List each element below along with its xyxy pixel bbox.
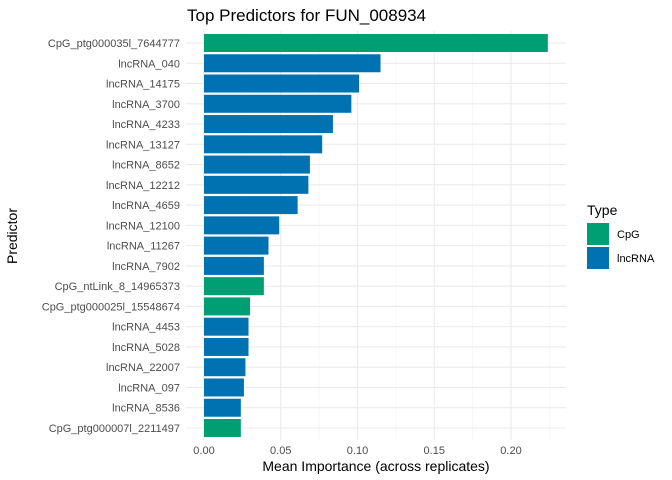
legend: Type CpG lncRNA (587, 202, 655, 269)
y-tick-label: lncRNA_4233 (112, 119, 180, 131)
y-tick-labels: CpG_ptg000035l_7644777 lncRNA_040 lncRNA_1… (42, 38, 180, 435)
y-tick-label: lncRNA_3700 (112, 99, 180, 111)
bar-lncRNA_7902 (204, 256, 264, 275)
y-tick-label: lncRNA_12100 (106, 220, 180, 232)
bar-lncRNA_4453 (204, 317, 249, 336)
y-tick-label: lncRNA_097 (118, 382, 180, 394)
bar-lncRNA_040 (204, 54, 381, 73)
x-tick-labels: 0.00 0.05 0.10 0.15 0.20 (193, 445, 521, 457)
bar-lncRNA_13127 (204, 135, 323, 154)
y-tick-label: lncRNA_14175 (106, 79, 180, 91)
y-tick-label: lncRNA_11267 (107, 241, 180, 253)
y-tick-label: lncRNA_12212 (106, 180, 180, 192)
y-tick-label: CpG_ptg000035l_7644777 (48, 38, 180, 50)
x-tick-label: 0.00 (193, 445, 214, 457)
bar-CpG_ptg000035l_7644777 (204, 34, 548, 52)
bar-lncRNA_22007 (204, 358, 246, 377)
legend-key-CpG (587, 223, 609, 245)
legend-label-CpG: CpG (617, 229, 640, 241)
bar-lncRNA_5028 (204, 337, 249, 356)
bar-lncRNA_4233 (204, 115, 333, 134)
bar-lncRNA_8536 (204, 398, 241, 417)
bar-lncRNA_4659 (204, 196, 298, 215)
legend-title: Type (587, 202, 618, 218)
y-tick-label: lncRNA_5028 (112, 342, 180, 354)
bar-lncRNA_12100 (204, 216, 280, 235)
bar-CpG_ptg000025l_15548674 (204, 297, 251, 316)
y-axis-title: Predictor (4, 208, 20, 264)
bar-lncRNA_11267 (204, 236, 269, 255)
bar-lncRNA_3700 (204, 94, 352, 113)
bars (204, 34, 548, 437)
legend-label-lncRNA: lncRNA (617, 253, 655, 265)
y-tick-label: lncRNA_4453 (112, 322, 180, 334)
y-tick-label: CpG_ptg000007l_2211497 (49, 423, 180, 435)
bar-lncRNA_8652 (204, 155, 310, 174)
y-tick-label: lncRNA_040 (118, 58, 180, 70)
bar-lncRNA_14175 (204, 74, 360, 93)
bar-lncRNA_097 (204, 378, 244, 397)
legend-key-lncRNA (587, 247, 609, 269)
y-tick-label: lncRNA_22007 (106, 362, 180, 374)
bar-lncRNA_12212 (204, 175, 309, 194)
x-tick-label: 0.20 (500, 445, 521, 457)
y-tick-label: lncRNA_13127 (106, 139, 180, 151)
y-tick-label: lncRNA_4659 (112, 200, 180, 212)
x-axis-title: Mean Importance (across replicates) (262, 458, 489, 474)
x-tick-label: 0.15 (424, 445, 445, 457)
x-tick-label: 0.05 (270, 445, 291, 457)
bar-CpG_ntLink_8_14965373 (204, 277, 264, 296)
chart-title: Top Predictors for FUN_008934 (187, 6, 426, 25)
y-tick-label: lncRNA_8652 (112, 160, 180, 172)
y-tick-label: lncRNA_7902 (112, 261, 180, 273)
y-tick-label: CpG_ntLink_8_14965373 (55, 281, 180, 293)
bar-CpG_ptg000007l_2211497 (204, 419, 241, 437)
y-tick-label: CpG_ptg000025l_15548674 (42, 301, 180, 313)
y-tick-label: lncRNA_8536 (112, 403, 180, 415)
x-tick-label: 0.10 (347, 445, 368, 457)
